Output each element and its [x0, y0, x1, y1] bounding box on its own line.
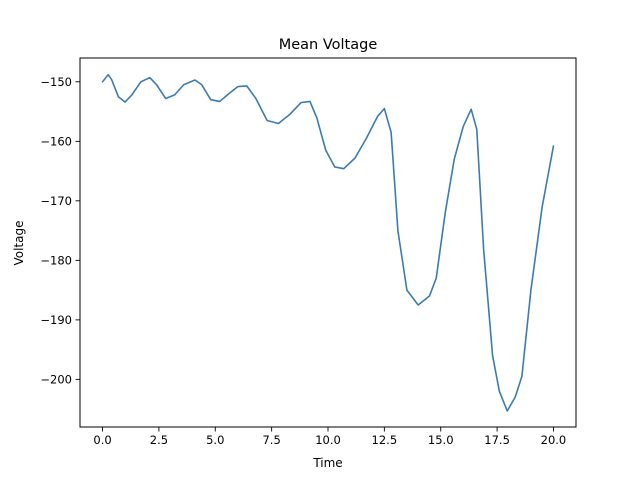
y-axis-label: Voltage	[12, 220, 26, 265]
y-tick-label: −170	[40, 194, 72, 208]
y-tick-label: −160	[40, 134, 72, 148]
x-tick-label: 17.5	[484, 433, 510, 447]
x-axis-label: Time	[312, 456, 342, 470]
y-tick-label: −180	[40, 253, 72, 267]
y-axis: −200 −190 −180 −170 −160 −150	[40, 75, 80, 386]
y-tick-label: −200	[40, 372, 72, 386]
x-tick-label: 0.0	[93, 433, 111, 447]
y-tick-label: −190	[40, 313, 72, 327]
x-tick-label: 10.0	[315, 433, 341, 447]
x-axis: 0.0 2.5 5.0 7.5 10.0 12.5 15.0 17.5 20.0	[93, 427, 566, 447]
x-tick-label: 20.0	[541, 433, 567, 447]
y-tick-label: −150	[40, 75, 72, 89]
chart-title: Mean Voltage	[279, 37, 378, 53]
plot-area	[101, 73, 555, 412]
x-tick-label: 12.5	[372, 433, 398, 447]
x-tick-label: 7.5	[262, 433, 280, 447]
series-line	[101, 73, 555, 412]
x-tick-label: 5.0	[206, 433, 224, 447]
x-tick-label: 2.5	[150, 433, 168, 447]
axes-frame	[79, 57, 577, 428]
x-tick-label: 15.0	[428, 433, 454, 447]
